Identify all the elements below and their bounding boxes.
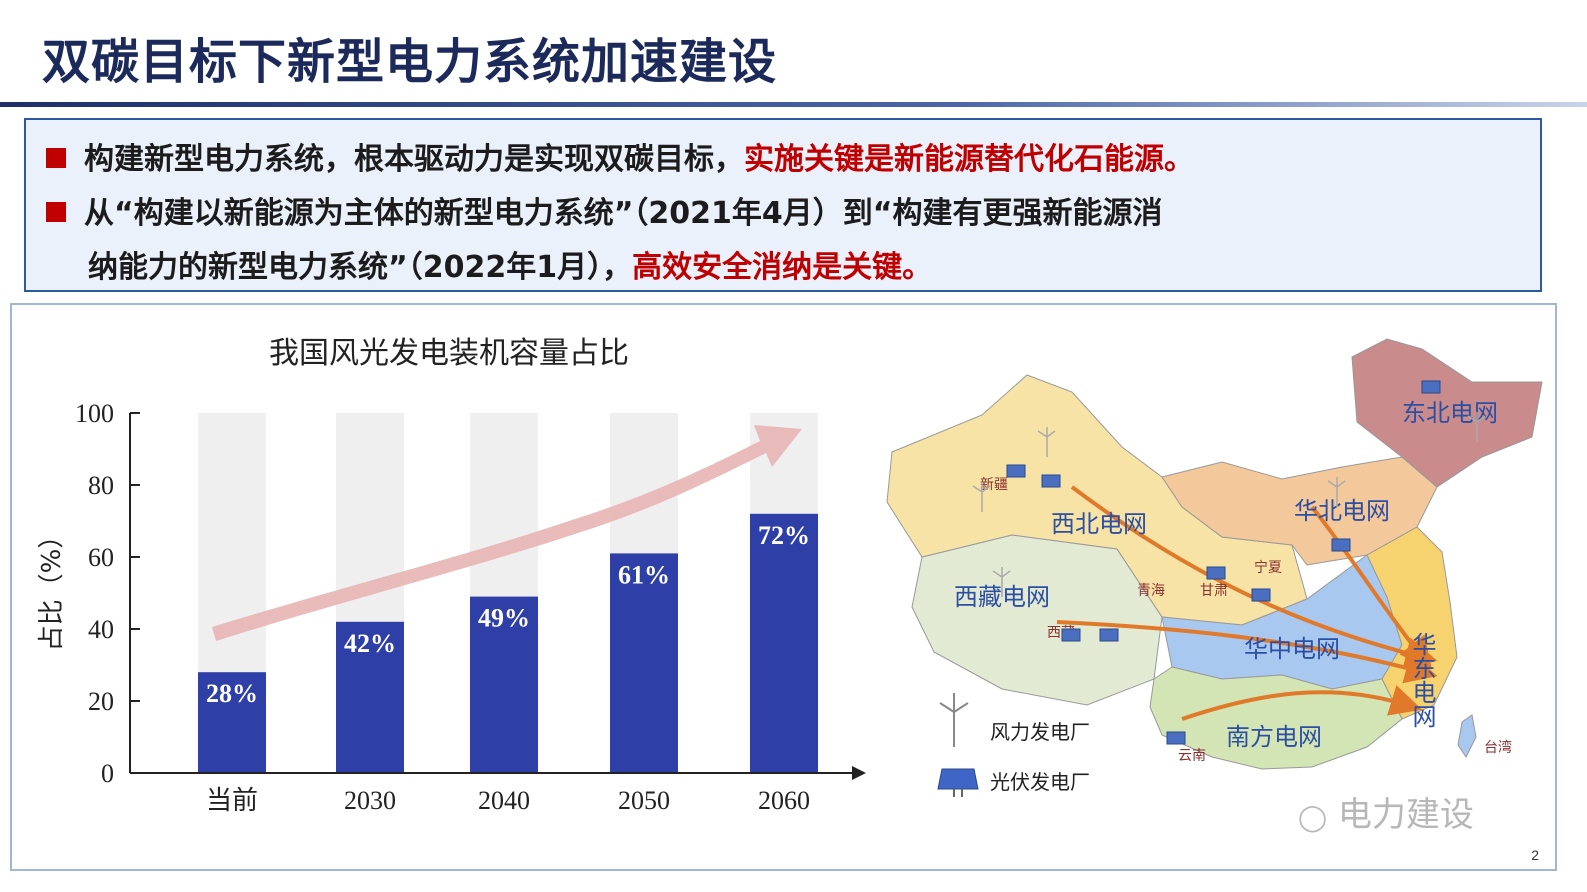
- legend-wind-label: 风力发电厂: [990, 720, 1090, 744]
- bullet-2-highlight: 高效安全消纳是关键。: [632, 250, 933, 285]
- y-axis-label: 占比（%）: [37, 523, 67, 652]
- data-label: 28%: [206, 679, 258, 708]
- x-axis-arrowhead: [852, 766, 866, 780]
- y-tick-label: 40: [88, 615, 114, 644]
- region-label-dongbei: 东北电网: [1402, 399, 1498, 427]
- page-number: 2: [1531, 847, 1539, 863]
- chart-title: 我国风光发电装机容量占比: [269, 336, 629, 371]
- y-tick-label: 80: [88, 471, 114, 500]
- solar-panel-icon: [937, 768, 979, 797]
- region-label-huadong: 华东电网: [1408, 632, 1436, 728]
- x-tick-label: 2040: [478, 786, 530, 815]
- figure-panel: 我国风光发电装机容量占比 占比（%） 28% 42% 49% 61% 72% 0 20 40…: [10, 303, 1557, 871]
- place-taiwan: 台湾: [1484, 739, 1512, 756]
- legend-solar-label: 光伏发电厂: [990, 770, 1090, 794]
- place-yunnan: 云南: [1178, 748, 1206, 764]
- place-gansu: 甘肃: [1200, 583, 1228, 599]
- place-qinghai: 青海: [1137, 583, 1165, 599]
- x-tick-label: 2030: [344, 786, 396, 815]
- watermark-text: 电力建设: [1337, 795, 1474, 835]
- bullet-1: 构建新型电力系统，根本驱动力是实现双碳目标，实施关键是新能源替代化石能源。: [46, 134, 1194, 178]
- bullet-1-highlight: 实施关键是新能源替代化石能源。: [744, 142, 1194, 177]
- trend-arrow: [212, 425, 802, 641]
- y-tick-label: 100: [75, 399, 114, 428]
- region-label-nanfang: 南方电网: [1226, 723, 1322, 751]
- bar: [610, 553, 678, 773]
- wechat-icon: ◯: [1298, 803, 1328, 833]
- bullet-2: 从“构建以新能源为主体的新型电力系统”（2021年4月）到“构建有更强新能源消: [46, 188, 1163, 232]
- bullet-2-text-line2: 纳能力的新型电力系统”（2022年1月），: [88, 250, 633, 285]
- map-legend: 风力发电厂 光伏发电厂: [937, 693, 1090, 797]
- place-ningxia: 宁夏: [1254, 559, 1282, 576]
- china-grid-map: 东北电网 华北电网 西北电网 西藏电网 华中电网 华东电网 南方电网 新疆 青海…: [886, 338, 1543, 797]
- data-label: 49%: [478, 604, 530, 633]
- flow-arrow: [1056, 620, 1438, 684]
- x-tick-label: 当前: [206, 786, 258, 815]
- bullet-1-text: 构建新型电力系统，根本驱动力是实现双碳目标，: [84, 142, 744, 177]
- y-tick-label: 60: [88, 543, 114, 572]
- data-label: 72%: [758, 521, 810, 550]
- data-label: 61%: [618, 560, 670, 589]
- slide-title: 双碳目标下新型电力系统加速建设: [42, 34, 778, 90]
- bar: [336, 621, 404, 773]
- wind-turbine-icon: [939, 693, 969, 747]
- title-divider: [0, 102, 1587, 107]
- region-label-xibei: 西北电网: [1051, 510, 1147, 538]
- key-points-box: 构建新型电力系统，根本驱动力是实现双碳目标，实施关键是新能源替代化石能源。 从“…: [24, 118, 1542, 292]
- bar: [198, 672, 266, 773]
- y-tick-label: 20: [88, 687, 114, 716]
- region-taiwan: [1457, 714, 1477, 758]
- x-tick-label: 2060: [758, 786, 810, 815]
- bar: [470, 596, 538, 773]
- region-label-huazhong: 华中电网: [1244, 635, 1340, 663]
- bar: [750, 513, 818, 773]
- bullet-2-continued: 纳能力的新型电力系统”（2022年1月），高效安全消纳是关键。: [46, 242, 932, 286]
- flow-arrow: [1181, 685, 1423, 721]
- region-dongbei: [1351, 338, 1543, 488]
- y-tick-label: 0: [101, 759, 114, 788]
- x-tick-label: 2050: [618, 786, 670, 815]
- bullet-marker: [46, 147, 66, 168]
- bullet-2-text-line1: 从“构建以新能源为主体的新型电力系统”（2021年4月）到“构建有更强新能源消: [84, 196, 1163, 231]
- wind-turbine-icon: [972, 412, 1486, 597]
- flow-arrow: [1310, 505, 1432, 670]
- bar-chart: 我国风光发电装机容量占比 占比（%） 28%42%49%61%72% 02040…: [37, 336, 866, 815]
- watermark: ◯ 电力建设: [1298, 787, 1474, 836]
- region-label-huabei: 华北电网: [1294, 497, 1390, 525]
- solar-panel-icon: [1006, 380, 1441, 745]
- bullet-marker: [46, 201, 66, 222]
- data-label: 42%: [344, 629, 396, 658]
